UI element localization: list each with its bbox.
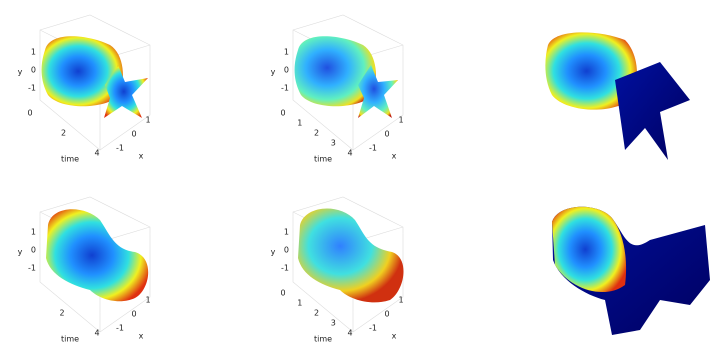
time-tick-label: 3 (331, 139, 336, 148)
y-tick-label: -1 (28, 264, 36, 273)
x-tick-label: -1 (369, 324, 377, 333)
y-label: y (18, 248, 23, 257)
time-label: time (61, 335, 79, 344)
x-tick-label: 1 (398, 296, 403, 305)
x-tick-label: 0 (131, 130, 136, 139)
time-tick-label: 1 (297, 119, 302, 128)
y-tick-label: 0 (284, 246, 289, 255)
time-label: time (61, 155, 79, 164)
x-tick-label: 0 (384, 310, 389, 319)
x-tick-label: -1 (116, 144, 124, 153)
x-tick-label: 0 (131, 310, 136, 319)
y-label: y (271, 248, 276, 257)
surface (615, 62, 690, 160)
x-label: x (139, 152, 144, 161)
time-tick-label: 0 (280, 289, 285, 298)
y-tick-label: 1 (284, 228, 289, 237)
time-tick-label: 1 (297, 299, 302, 308)
time-tick-label: 2 (59, 309, 64, 318)
y-tick-label: 1 (284, 48, 289, 57)
surfaces (42, 32, 710, 335)
time-tick-label: 2 (314, 129, 319, 138)
x-tick-label: 1 (145, 296, 150, 305)
time-tick-label: 4 (94, 149, 99, 158)
y-tick-label: 0 (31, 246, 36, 255)
x-tick-label: 1 (398, 116, 403, 125)
time-tick-label: 3 (331, 319, 336, 328)
time-tick-label: 2 (314, 309, 319, 318)
time-tick-label: 0 (280, 109, 285, 118)
surface (298, 209, 404, 303)
time-tick-label: 0 (27, 109, 32, 118)
time-tick-label: 2 (61, 129, 66, 138)
x-tick-label: -1 (369, 144, 377, 153)
x-label: x (392, 152, 397, 161)
time-tick-label: 4 (347, 149, 352, 158)
y-tick-label: 0 (31, 66, 36, 75)
y-tick-label: -1 (281, 84, 289, 93)
y-tick-label: 1 (31, 228, 36, 237)
y-tick-label: 0 (284, 66, 289, 75)
y-tick-label: -1 (28, 84, 36, 93)
y-label: y (271, 68, 276, 77)
time-tick-label: 4 (94, 329, 99, 338)
y-tick-label: 1 (31, 48, 36, 57)
time-tick-label: 4 (347, 329, 352, 338)
figure: y10-1024time-101xy10-101234time-101xy10-… (0, 0, 710, 343)
x-tick-label: 1 (145, 116, 150, 125)
surface (552, 207, 626, 292)
x-label: x (139, 332, 144, 341)
x-label: x (392, 332, 397, 341)
time-label: time (314, 155, 332, 164)
y-label: y (18, 68, 23, 77)
x-tick-label: -1 (116, 324, 124, 333)
x-tick-label: 0 (384, 130, 389, 139)
time-label: time (314, 335, 332, 344)
y-tick-label: -1 (281, 264, 289, 273)
surface (46, 209, 148, 301)
